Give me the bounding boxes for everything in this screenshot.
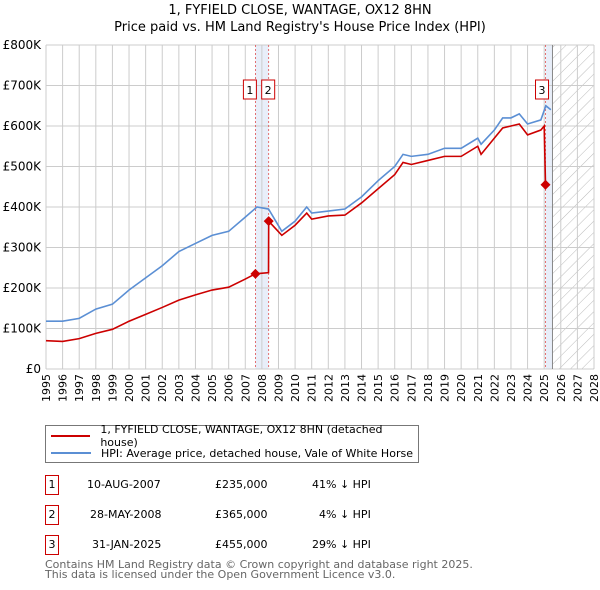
sale-price: £455,000 bbox=[215, 538, 268, 551]
y-tick-label: £600K bbox=[3, 119, 43, 133]
property-line bbox=[45, 123, 547, 343]
x-tick-label: 2013 bbox=[339, 374, 352, 402]
x-tick-label: 1995 bbox=[40, 374, 53, 402]
x-tick-label: 2002 bbox=[156, 374, 169, 402]
sale-point bbox=[540, 179, 551, 190]
legend-swatch bbox=[51, 452, 91, 454]
x-tick-label: 1996 bbox=[57, 374, 70, 402]
x-tick-label: 2020 bbox=[455, 374, 468, 402]
footer-line: This data is licensed under the Open Gov… bbox=[45, 568, 396, 581]
hpi-line bbox=[46, 104, 552, 323]
x-tick-label: 2025 bbox=[538, 374, 551, 402]
y-tick-label: £400K bbox=[3, 200, 43, 214]
x-tick-label: 2021 bbox=[472, 374, 485, 402]
x-tick-label: 2000 bbox=[123, 374, 136, 402]
x-tick-label: 2023 bbox=[505, 374, 518, 402]
x-tick-label: 2018 bbox=[422, 374, 435, 402]
sale-row: 1 10-AUG-2007 £235,000 41% ↓ HPI bbox=[45, 475, 425, 495]
x-tick-label: 2022 bbox=[488, 374, 501, 402]
sale-point bbox=[250, 268, 261, 279]
y-tick-label: £0 bbox=[26, 362, 41, 376]
sale-date: 10-AUG-2007 bbox=[87, 478, 161, 491]
x-tick-label: 2024 bbox=[522, 374, 535, 402]
footer: Contains HM Land Registry data © Crown c… bbox=[45, 558, 473, 581]
sale-label: 1 bbox=[246, 84, 253, 97]
sale-date: 31-JAN-2025 bbox=[92, 538, 162, 551]
x-tick-label: 1999 bbox=[106, 374, 119, 402]
y-tick-label: £700K bbox=[3, 79, 43, 93]
sale-label-box bbox=[242, 79, 257, 100]
x-tick-label: 2004 bbox=[189, 374, 202, 402]
legend-label: HPI: Average price, detached house, Vale… bbox=[101, 446, 413, 460]
x-tick-label: 2006 bbox=[223, 374, 236, 402]
x-tick-label: 2005 bbox=[206, 374, 219, 402]
sale-badge: 2 bbox=[45, 505, 59, 525]
sale-hpi: 29% ↓ HPI bbox=[312, 538, 371, 551]
x-tick-label: 2014 bbox=[356, 374, 369, 402]
y-tick-label: £500K bbox=[3, 160, 43, 174]
chart-title: 1, FYFIELD CLOSE, WANTAGE, OX12 8HN bbox=[168, 3, 432, 18]
legend-item-hpi: HPI: Average price, detached house, Vale… bbox=[51, 445, 413, 461]
y-tick-label: £200K bbox=[3, 281, 43, 295]
sale-row: 2 28-MAY-2008 £365,000 4% ↓ HPI bbox=[45, 505, 425, 525]
sale-hpi: 4% ↓ HPI bbox=[319, 508, 371, 521]
sale-price: £235,000 bbox=[215, 478, 268, 491]
legend-item-property: 1, FYFIELD CLOSE, WANTAGE, OX12 8HN (det… bbox=[51, 423, 418, 449]
sale-hpi: 41% ↓ HPI bbox=[312, 478, 371, 491]
sale-point bbox=[263, 216, 274, 227]
legend-swatch bbox=[51, 435, 91, 437]
x-tick-label: 2001 bbox=[140, 374, 153, 402]
x-tick-label: 2017 bbox=[405, 374, 418, 402]
x-tick-label: 2027 bbox=[571, 374, 584, 402]
x-tick-label: 2015 bbox=[372, 374, 385, 402]
y-tick-label: £300K bbox=[3, 241, 43, 255]
y-tick-label: £100K bbox=[3, 322, 43, 336]
x-tick-label: 2019 bbox=[439, 374, 452, 402]
sale-price: £365,000 bbox=[215, 508, 268, 521]
x-tick-label: 2009 bbox=[272, 374, 285, 402]
sale-badge: 3 bbox=[45, 535, 59, 555]
y-tick-label: £800K bbox=[3, 38, 43, 52]
sale-label-box bbox=[261, 79, 276, 100]
x-tick-label: 1997 bbox=[73, 374, 86, 402]
sale-badge: 1 bbox=[45, 475, 59, 495]
x-tick-label: 2011 bbox=[306, 374, 319, 402]
x-tick-label: 2016 bbox=[389, 374, 402, 402]
legend-label: 1, FYFIELD CLOSE, WANTAGE, OX12 8HN (det… bbox=[100, 423, 383, 449]
price-chart: 1995 1996 1997 1998 1999 2000 2001 2002 2003 2004… bbox=[3, 38, 600, 402]
legend: 1, FYFIELD CLOSE, WANTAGE, OX12 8HN (det… bbox=[45, 423, 419, 463]
x-tick-label: 2003 bbox=[173, 374, 186, 402]
sale-label: 3 bbox=[539, 84, 546, 97]
sale-date: 28-MAY-2008 bbox=[90, 508, 162, 521]
x-tick-label: 2026 bbox=[555, 374, 568, 402]
x-tick-label: 2012 bbox=[322, 374, 335, 402]
sale-row: 3 31-JAN-2025 £455,000 29% ↓ HPI bbox=[45, 535, 425, 555]
sale-label-box bbox=[535, 79, 550, 100]
sale-label: 2 bbox=[265, 84, 272, 97]
x-tick-label: 2010 bbox=[289, 374, 302, 402]
chart-subtitle: Price paid vs. HM Land Registry's House … bbox=[114, 20, 486, 35]
x-tick-label: 2028 bbox=[588, 374, 600, 402]
x-tick-label: 2007 bbox=[239, 374, 252, 402]
x-tick-label: 2008 bbox=[256, 374, 269, 402]
x-tick-label: 1998 bbox=[90, 374, 103, 402]
footer-line: Contains HM Land Registry data © Crown c… bbox=[45, 558, 473, 571]
